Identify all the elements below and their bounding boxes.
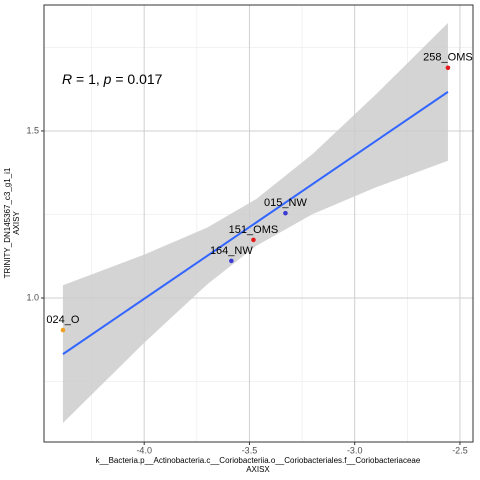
y-tick-label: 1.5 <box>26 125 39 135</box>
point <box>60 327 66 333</box>
x-axis-label: AXISX <box>246 465 270 474</box>
point <box>229 258 234 264</box>
y-tick-label: 1.0 <box>26 292 39 302</box>
point <box>251 237 256 243</box>
annotation-part: R <box>62 71 72 87</box>
x-tick-label: -3.5 <box>242 445 258 455</box>
panel-border <box>43 4 474 443</box>
point-label: 024_O <box>46 314 79 326</box>
point-label: 151_OMS <box>229 224 279 236</box>
annotation: R = 1, p = 0.017 <box>62 71 163 87</box>
x-tick-label: -4.0 <box>136 445 152 455</box>
point-label: 258_OMS <box>423 52 473 64</box>
annotation-part: p <box>103 71 112 87</box>
x-axis-label: k__Bacteria.p__Actinobacteria.c__Corioba… <box>96 456 421 465</box>
point-label: 015_NW <box>264 197 307 209</box>
y-axis-label: AXISY <box>12 211 21 235</box>
annotation-part: = 1, <box>72 71 104 87</box>
point <box>445 65 451 71</box>
point <box>283 210 288 216</box>
y-axis-label: TRINITY_DN145367_c3_g1_i1 <box>3 167 12 278</box>
x-tick-label: -2.5 <box>452 445 468 455</box>
x-tick-label: -3.0 <box>347 445 363 455</box>
point-label: 164_NW <box>210 245 253 257</box>
regression-line <box>62 91 449 355</box>
annotation-part: = 0.017 <box>111 71 162 87</box>
